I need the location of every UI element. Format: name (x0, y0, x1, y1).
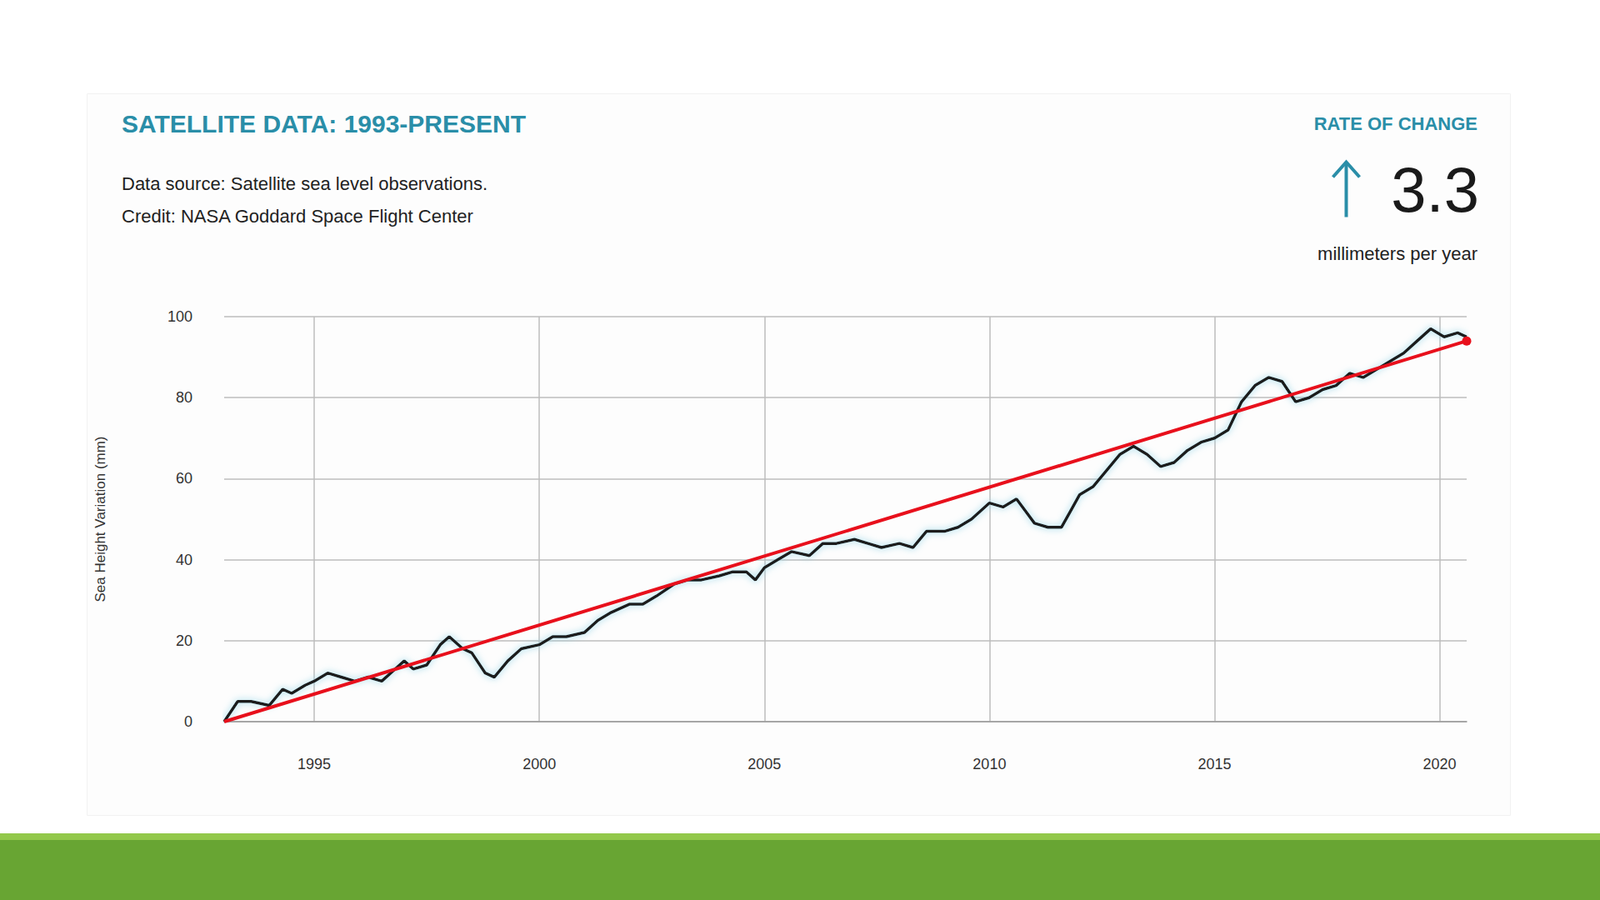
svg-text:SATELLITE DATA: 1993-PRESENT: SATELLITE DATA: 1993-PRESENT (121, 110, 526, 138)
svg-text:millimeters per year: millimeters per year (1317, 243, 1478, 265)
svg-text:2000: 2000 (522, 755, 556, 773)
svg-text:Data source: Satellite sea lev: Data source: Satellite sea level observa… (121, 173, 488, 195)
svg-text:60: 60 (175, 470, 193, 487)
svg-text:40: 40 (175, 551, 193, 569)
svg-text:80: 80 (175, 389, 193, 406)
svg-text:0: 0 (184, 713, 193, 730)
svg-text:2010: 2010 (972, 755, 1006, 773)
svg-text:2020: 2020 (1423, 755, 1457, 773)
svg-text:100: 100 (167, 308, 193, 325)
svg-text:Sea Height Variation (mm): Sea Height Variation (mm) (92, 435, 109, 602)
svg-text:20: 20 (175, 632, 193, 650)
svg-text:3.3: 3.3 (1390, 154, 1480, 225)
svg-text:2015: 2015 (1197, 755, 1231, 773)
svg-text:Credit: NASA Goddard Space Fli: Credit: NASA Goddard Space Flight Center (121, 205, 474, 227)
svg-text:2005: 2005 (747, 755, 781, 773)
svg-text:1995: 1995 (297, 755, 331, 773)
svg-text:RATE OF CHANGE: RATE OF CHANGE (1314, 113, 1478, 135)
